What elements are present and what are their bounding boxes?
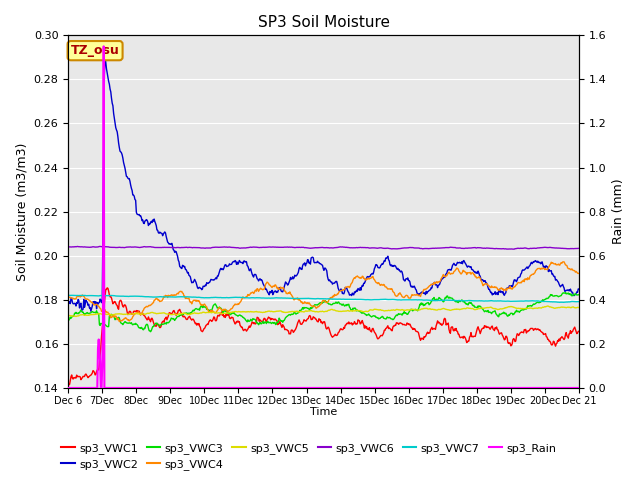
- sp3_VWC3: [386, 315, 394, 321]
- sp3_VWC2: [387, 263, 394, 269]
- sp3_VWC7: [556, 300, 564, 305]
- Legend: sp3_VWC1, sp3_VWC2, sp3_VWC3, sp3_VWC4, sp3_VWC5, sp3_VWC6, sp3_VWC7, sp3_Rain: sp3_VWC1, sp3_VWC2, sp3_VWC3, sp3_VWC4, …: [57, 438, 561, 474]
- sp3_VWC6: [205, 245, 213, 251]
- sp3_VWC4: [64, 295, 72, 300]
- Y-axis label: Soil Moisture (m3/m3): Soil Moisture (m3/m3): [15, 143, 28, 281]
- sp3_VWC3: [64, 317, 72, 323]
- sp3_VWC1: [207, 317, 214, 323]
- sp3_VWC3: [179, 312, 186, 317]
- Line: sp3_VWC1: sp3_VWC1: [68, 288, 579, 385]
- sp3_VWC6: [127, 244, 134, 250]
- sp3_Rain: [74, 385, 81, 391]
- Y-axis label: Rain (mm): Rain (mm): [612, 179, 625, 244]
- Line: sp3_VWC5: sp3_VWC5: [68, 306, 579, 316]
- sp3_VWC6: [401, 245, 409, 251]
- sp3_VWC6: [575, 245, 583, 251]
- sp3_Rain: [64, 385, 72, 391]
- sp3_VWC5: [74, 313, 82, 319]
- sp3_VWC2: [101, 53, 109, 59]
- sp3_VWC1: [402, 322, 410, 328]
- sp3_VWC3: [126, 320, 134, 326]
- sp3_VWC2: [87, 308, 95, 314]
- sp3_VWC3: [575, 292, 583, 298]
- sp3_VWC6: [74, 243, 81, 249]
- Line: sp3_VWC4: sp3_VWC4: [68, 262, 579, 322]
- sp3_VWC6: [504, 246, 511, 252]
- sp3_VWC4: [74, 294, 81, 300]
- sp3_VWC1: [387, 326, 394, 332]
- sp3_VWC1: [65, 382, 73, 388]
- Line: sp3_VWC3: sp3_VWC3: [68, 293, 579, 332]
- sp3_VWC2: [575, 286, 583, 292]
- sp3_VWC2: [74, 300, 81, 306]
- sp3_VWC6: [386, 246, 394, 252]
- sp3_VWC7: [179, 294, 186, 300]
- sp3_VWC1: [179, 314, 187, 320]
- sp3_VWC3: [74, 311, 81, 316]
- sp3_VWC5: [72, 313, 80, 319]
- sp3_VWC1: [74, 374, 82, 380]
- sp3_Rain: [575, 385, 583, 391]
- sp3_VWC7: [575, 299, 583, 304]
- sp3_VWC7: [205, 295, 213, 300]
- sp3_VWC4: [179, 290, 186, 296]
- sp3_VWC2: [64, 300, 72, 306]
- sp3_VWC1: [64, 380, 72, 385]
- sp3_VWC3: [562, 290, 570, 296]
- sp3_VWC5: [179, 311, 186, 316]
- Line: sp3_VWC6: sp3_VWC6: [68, 246, 579, 249]
- sp3_VWC5: [127, 311, 134, 317]
- sp3_VWC1: [127, 312, 135, 317]
- sp3_VWC3: [401, 310, 409, 316]
- sp3_Rain: [205, 385, 213, 391]
- sp3_Rain: [401, 385, 409, 391]
- Title: SP3 Soil Moisture: SP3 Soil Moisture: [257, 15, 390, 30]
- sp3_Rain: [100, 44, 108, 49]
- sp3_VWC3: [205, 308, 213, 314]
- sp3_VWC4: [127, 317, 134, 323]
- sp3_VWC4: [205, 309, 213, 315]
- sp3_VWC6: [64, 244, 72, 250]
- sp3_VWC4: [401, 294, 409, 300]
- sp3_VWC5: [575, 305, 583, 311]
- sp3_VWC7: [386, 297, 394, 302]
- sp3_VWC2: [402, 276, 410, 282]
- sp3_VWC5: [544, 303, 552, 309]
- sp3_VWC7: [64, 292, 72, 298]
- sp3_VWC7: [127, 293, 134, 299]
- sp3_VWC1: [575, 328, 583, 334]
- sp3_Rain: [386, 385, 394, 391]
- X-axis label: Time: Time: [310, 407, 337, 417]
- Text: TZ_osu: TZ_osu: [70, 44, 120, 57]
- sp3_Rain: [127, 385, 134, 391]
- sp3_VWC1: [104, 285, 111, 291]
- Line: sp3_Rain: sp3_Rain: [68, 47, 579, 388]
- sp3_VWC5: [401, 307, 409, 313]
- sp3_VWC6: [96, 243, 104, 249]
- sp3_VWC7: [401, 297, 409, 303]
- sp3_VWC4: [560, 259, 568, 265]
- sp3_VWC2: [179, 263, 187, 269]
- sp3_VWC7: [74, 293, 82, 299]
- sp3_VWC5: [205, 310, 213, 315]
- sp3_VWC5: [386, 308, 394, 313]
- sp3_VWC6: [179, 245, 186, 251]
- sp3_VWC2: [127, 185, 135, 191]
- sp3_Rain: [179, 385, 186, 391]
- sp3_VWC4: [115, 319, 123, 324]
- sp3_VWC4: [386, 286, 394, 292]
- sp3_VWC2: [207, 278, 214, 284]
- sp3_VWC5: [64, 313, 72, 319]
- sp3_VWC4: [575, 270, 583, 276]
- Line: sp3_VWC7: sp3_VWC7: [68, 295, 579, 302]
- Line: sp3_VWC2: sp3_VWC2: [68, 56, 579, 311]
- sp3_VWC3: [147, 329, 154, 335]
- sp3_VWC7: [65, 292, 73, 298]
